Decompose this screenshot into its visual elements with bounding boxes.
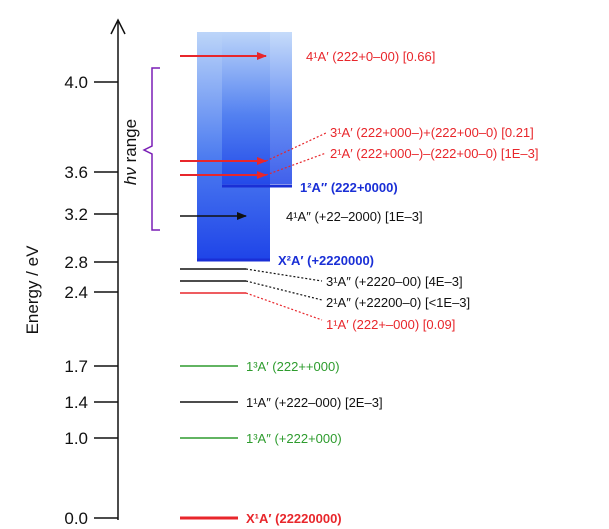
label-31ap: 3¹A′ (222+000–)+(222+00–0) [0.21] (330, 125, 534, 140)
axis-tick-label: 1.7 (64, 357, 88, 376)
label-x2a-cation: X²A′ (+2220000) (278, 253, 374, 268)
label-13ap: 1³A′ (222++000) (246, 359, 340, 374)
label-21ap: 2¹A′ (222+000–)–(222+00–0) [1E–3] (330, 146, 538, 161)
hv-range-label: hν range (121, 119, 140, 185)
label-41app: 4¹A″ (+22–2000) [1E–3] (286, 209, 423, 224)
label-41ap: 4¹A′ (222+0–00) [0.66] (306, 49, 435, 64)
axis-title: Energy / eV (23, 245, 42, 334)
energy-axis: 0.0 1.0 1.4 1.7 2.4 2.8 3.2 3.6 4.0 Energy / eV (23, 18, 126, 528)
axis-tick-label: 4.0 (64, 73, 88, 92)
cation-levels: X²A′ (+2220000) 1²A″ (222+0000) (197, 180, 398, 268)
axis-tick-label: 3.6 (64, 163, 88, 182)
axis-tick-label: 1.4 (64, 393, 88, 412)
axis-tick-label: 1.0 (64, 429, 88, 448)
label-31app: 3¹A″ (+2220–00) [4E–3] (326, 274, 463, 289)
state-labels: X¹A′ (22220000) 1³A″ (+222+000) 1¹A″ (+2… (246, 49, 538, 526)
label-12a-cation: 1²A″ (222+0000) (300, 180, 398, 195)
label-11ap: 1¹A′ (222+–000) [0.09] (326, 317, 455, 332)
axis-tick-label: 2.4 (64, 283, 88, 302)
connector-lines (245, 132, 327, 321)
hv-range-bracket: hν range (121, 67, 160, 231)
transition-arrows (180, 52, 267, 220)
label-x1ap: X¹A′ (22220000) (246, 511, 342, 526)
label-13app: 1³A″ (+222+000) (246, 431, 342, 446)
axis-tick-label: 3.2 (64, 205, 88, 224)
label-21app: 2¹A″ (+22200–0) [<1E–3] (326, 295, 470, 310)
axis-tick-label: 2.8 (64, 253, 88, 272)
neutral-levels (180, 268, 246, 520)
label-11app: 1¹A″ (+222–000) [2E–3] (246, 395, 383, 410)
axis-tick-label: 0.0 (64, 509, 88, 528)
